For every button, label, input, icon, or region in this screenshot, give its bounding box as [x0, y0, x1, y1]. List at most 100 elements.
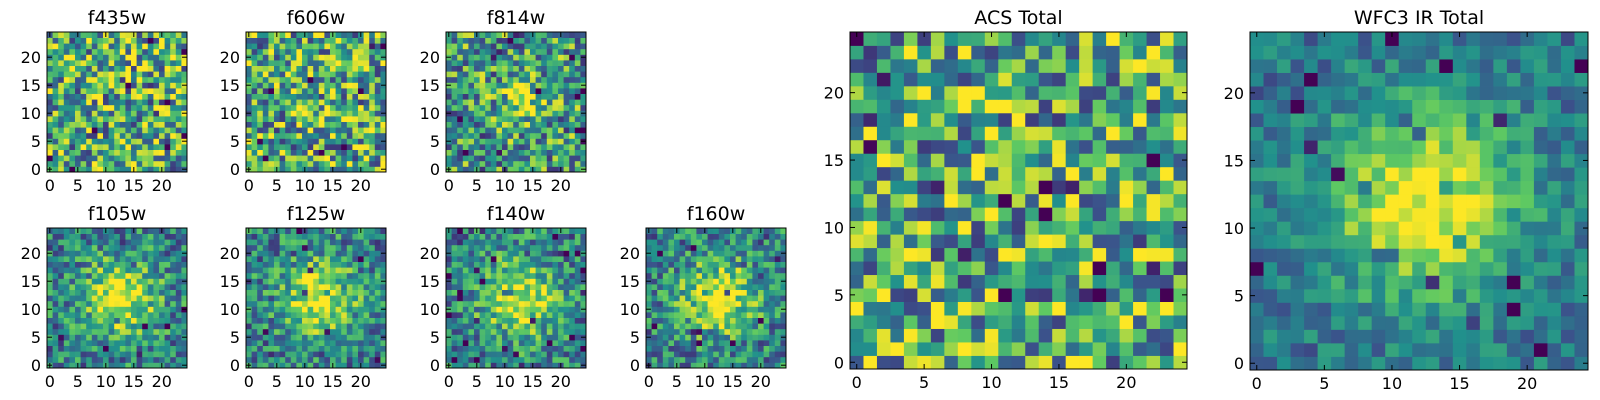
heatmap-cell	[374, 32, 381, 38]
heatmap-cell	[451, 149, 458, 156]
heatmap-cell	[302, 278, 308, 285]
heatmap-cell	[58, 138, 65, 145]
heatmap-cell	[774, 300, 781, 307]
heatmap-cell	[380, 60, 387, 66]
heatmap-cell	[103, 284, 109, 290]
heatmap-cell	[496, 155, 503, 162]
heatmap-cell	[181, 312, 188, 318]
heatmap-cell	[446, 121, 452, 128]
heatmap-cell	[91, 54, 98, 61]
heatmap-cell	[735, 345, 742, 352]
heatmap-cell	[97, 104, 104, 111]
heatmap-cell	[125, 362, 132, 369]
heatmap-cell	[1025, 207, 1040, 222]
heatmap-cell	[944, 355, 959, 370]
heatmap-cell	[302, 121, 308, 128]
heatmap-cell	[984, 342, 999, 356]
heatmap-cell	[563, 267, 570, 274]
heatmap-cell	[108, 71, 115, 78]
heatmap-cell	[164, 278, 171, 285]
heatmap-cell	[769, 334, 776, 341]
heatmap-cell	[1092, 193, 1107, 208]
heatmap-cell	[52, 144, 59, 150]
heatmap-cell	[524, 239, 531, 246]
heatmap-cell	[153, 54, 160, 61]
heatmap-cell	[707, 328, 714, 335]
heatmap-cell	[279, 345, 286, 352]
heatmap-cell	[462, 138, 469, 145]
heatmap-cell	[69, 43, 76, 50]
heatmap-cell	[114, 317, 121, 324]
heatmap-cell	[257, 104, 264, 111]
heatmap-cell	[380, 233, 387, 240]
heatmap-cell	[324, 43, 331, 50]
heatmap-cell	[468, 144, 475, 150]
heatmap-cell	[462, 99, 469, 106]
heatmap-cell	[80, 228, 87, 234]
heatmap-cell	[285, 306, 292, 313]
heatmap-cell	[58, 323, 65, 330]
heatmap-cell	[446, 323, 452, 330]
heatmap-cell	[485, 351, 492, 358]
heatmap-cell	[63, 306, 70, 313]
heatmap-cell	[346, 110, 353, 117]
heatmap-cell	[850, 261, 864, 276]
heatmap-cell	[103, 328, 109, 335]
heatmap-cell	[569, 272, 576, 279]
heatmap-cell	[563, 323, 570, 330]
heatmap-cell	[530, 317, 536, 324]
heatmap-cell	[1106, 193, 1120, 208]
y-tick-label: 20	[220, 244, 240, 263]
heatmap-cell	[971, 166, 986, 181]
heatmap-cell	[518, 284, 525, 290]
heatmap-cell	[58, 233, 65, 240]
heatmap-cell	[346, 272, 353, 279]
heatmap-cell	[446, 88, 452, 94]
heatmap-cell	[302, 60, 308, 66]
heatmap-cell	[164, 334, 171, 341]
heatmap-cell	[302, 149, 308, 156]
heatmap-cell	[330, 65, 336, 72]
heatmap-cell	[136, 334, 143, 341]
heatmap-cell	[369, 166, 376, 173]
heatmap-cell	[763, 272, 770, 279]
heatmap-cell	[758, 334, 764, 341]
heatmap-cell	[131, 312, 137, 318]
heatmap-cell	[468, 278, 475, 285]
heatmap-cell	[318, 155, 325, 162]
heatmap-cell	[1173, 247, 1188, 262]
heatmap-cell	[546, 144, 553, 150]
heatmap-cell	[313, 93, 320, 100]
heatmap-cell	[1011, 166, 1026, 181]
heatmap-cell	[552, 160, 559, 167]
heatmap-cell	[374, 99, 381, 106]
heatmap-cell	[274, 82, 280, 89]
heatmap-cell	[774, 306, 781, 313]
heatmap-cell	[318, 362, 325, 369]
heatmap-cell	[746, 356, 753, 363]
heatmap-cell	[490, 239, 497, 246]
heatmap-cell	[268, 65, 275, 72]
heatmap-cell	[302, 351, 308, 358]
heatmap-cell	[552, 261, 559, 268]
heatmap-cell	[735, 317, 742, 324]
heatmap-cell	[674, 328, 680, 335]
heatmap-cell	[496, 233, 503, 240]
heatmap-cell	[502, 160, 508, 167]
heatmap-cell	[763, 278, 770, 285]
heatmap-cell	[352, 228, 359, 234]
heatmap-cell	[352, 261, 359, 268]
heatmap-cell	[724, 317, 731, 324]
heatmap-cell	[530, 351, 536, 358]
heatmap-cell	[380, 323, 387, 330]
heatmap-cell	[296, 82, 303, 89]
heatmap-cell	[380, 43, 387, 50]
heatmap-cell	[164, 356, 171, 363]
heatmap-cell	[290, 166, 297, 173]
heatmap-cell	[52, 289, 59, 296]
heatmap-cell	[558, 272, 564, 279]
heatmap-cell	[702, 267, 708, 274]
heatmap-cell	[346, 289, 353, 296]
heatmap-cell	[763, 256, 770, 262]
